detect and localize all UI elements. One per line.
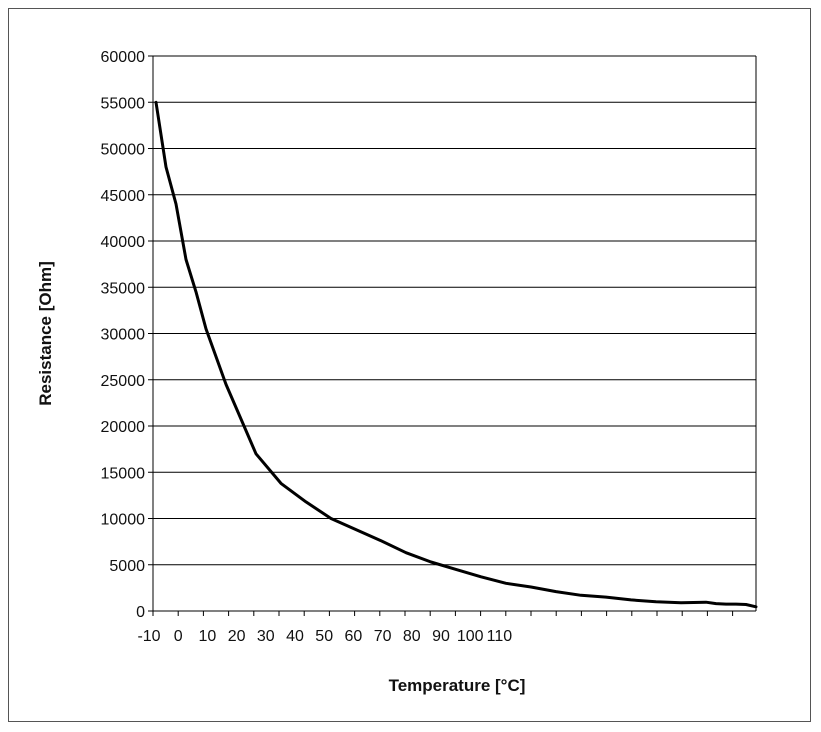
y-axis-title: Resistance [Ohm] <box>36 261 55 406</box>
x-tick-label: 0 <box>174 628 183 645</box>
y-tick-label: 45000 <box>101 188 146 205</box>
x-tick-label: 20 <box>228 628 246 645</box>
y-tick-label: 0 <box>136 604 145 621</box>
y-tick-label: 30000 <box>101 327 146 344</box>
x-axis-title: Temperature [°C] <box>389 676 526 695</box>
series-layer <box>154 100 758 609</box>
chart-frame: 60000 55000 50000 45000 40000 35000 30000 25000… <box>8 8 811 722</box>
x-tick-label: 60 <box>345 628 363 645</box>
y-tick-label: 25000 <box>101 373 146 390</box>
x-tick-label: 110 <box>487 628 513 645</box>
x-tick-label: 80 <box>403 628 421 645</box>
x-tick-label: 40 <box>286 628 304 645</box>
y-tick-label: 5000 <box>109 558 145 575</box>
y-tick-label: 50000 <box>101 142 146 159</box>
x-tick-label: 100 <box>457 628 484 645</box>
y-tick-label: 10000 <box>101 512 146 529</box>
x-tick-label: 30 <box>257 628 275 645</box>
y-tick-label: 55000 <box>101 95 146 112</box>
x-tick-label: 70 <box>374 628 392 645</box>
y-tick-label: 40000 <box>101 234 146 251</box>
grid <box>153 55 756 566</box>
x-tick-label: 50 <box>315 628 333 645</box>
y-tick-label: 60000 <box>101 49 146 66</box>
x-axis-tick-labels: -10 0 10 20 30 40 50 60 70 80 90 100 110 <box>137 628 512 645</box>
y-axis-tick-labels: 6000055000500004500040000350003000025000… <box>101 49 146 621</box>
x-tick-label: -10 <box>137 628 160 645</box>
series-line <box>154 100 758 609</box>
x-tick-label: 90 <box>432 628 450 645</box>
y-tick-label: 35000 <box>101 280 146 297</box>
y-tick-label: 15000 <box>101 465 146 482</box>
axes <box>148 55 757 616</box>
x-tick-label: 10 <box>199 628 217 645</box>
y-tick-label: 20000 <box>101 419 146 436</box>
chart: 6000055000500004500040000350003000025000… <box>36 49 758 695</box>
